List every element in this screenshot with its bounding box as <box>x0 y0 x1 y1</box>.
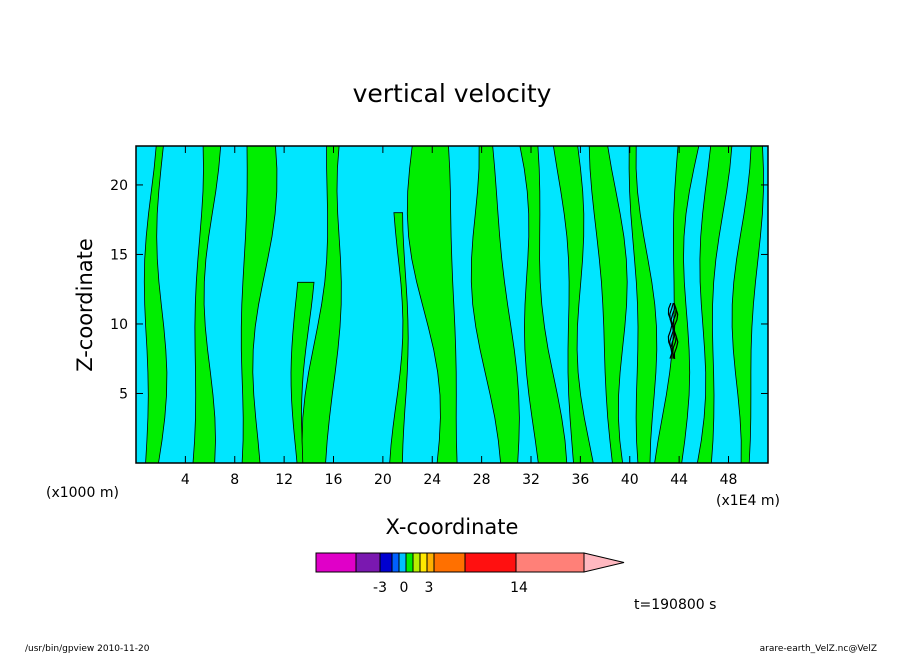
y-tick-label: 20 <box>110 178 128 194</box>
y-axis-ticks: 5 10 15 20 <box>110 178 768 402</box>
plot-frame <box>135 145 769 464</box>
updraft-band <box>240 146 278 463</box>
updraft-band <box>389 212 409 463</box>
x-unit-left: (x1000 m) <box>46 485 119 501</box>
y-axis-label: Z-coordinate <box>73 238 97 372</box>
updraft-band <box>552 146 594 463</box>
colorbar-segment <box>426 552 435 573</box>
x-tick-label: 24 <box>423 472 441 488</box>
x-tick-label: 44 <box>670 472 688 488</box>
strong-updraft-contour <box>673 302 679 359</box>
colorbar-extension-arrow <box>583 552 625 573</box>
x-tick-label: 48 <box>720 472 738 488</box>
x-tick-label: 32 <box>522 472 540 488</box>
updraft-band <box>143 146 168 463</box>
updraft-band <box>290 281 315 463</box>
colorbar-segment <box>412 552 421 573</box>
colorbar-segment <box>398 552 407 573</box>
colorbar-tick-label: -3 <box>373 580 387 596</box>
x-tick-label: 20 <box>374 472 392 488</box>
colorbar-segment <box>315 552 357 573</box>
colorbar-segment <box>379 552 393 573</box>
colorbar-segment <box>515 552 585 573</box>
colorbar-segment <box>433 552 466 573</box>
colorbar-segment <box>405 552 414 573</box>
colorbar-tick-label: 3 <box>425 580 434 596</box>
chart-title: vertical velocity <box>353 79 552 108</box>
colorbar-tick-label: 14 <box>510 580 528 596</box>
x-tick-label: 16 <box>325 472 343 488</box>
x-axis-ticks: 4 8 12 16 20 24 28 32 36 40 44 48 <box>181 146 738 488</box>
colorbar <box>315 552 625 573</box>
updraft-band <box>519 146 568 463</box>
colorbar-tick-label: 0 <box>400 580 409 596</box>
updraft-band <box>192 146 222 463</box>
updraft-band <box>470 146 520 463</box>
colorbar-segment <box>464 552 517 573</box>
colorbar-segment <box>419 552 428 573</box>
footer-left: /usr/bin/gpview 2010-11-20 <box>25 644 150 654</box>
updraft-band <box>588 146 628 463</box>
x-tick-label: 12 <box>275 472 293 488</box>
x-tick-label: 8 <box>230 472 239 488</box>
x-tick-label: 28 <box>473 472 491 488</box>
updraft-band <box>406 146 458 463</box>
colorbar-labels: -3 0 3 14 <box>373 580 528 596</box>
updraft-band <box>731 146 764 463</box>
y-tick-label: 5 <box>119 386 128 402</box>
updraft-band <box>696 146 733 463</box>
x-axis-label: X-coordinate <box>386 515 519 539</box>
y-tick-label: 15 <box>110 247 128 263</box>
x-tick-label: 40 <box>621 472 639 488</box>
footer-right: arare-earth_VelZ.nc@VelZ <box>760 644 877 654</box>
updraft-band <box>628 146 658 463</box>
x-tick-label: 4 <box>181 472 190 488</box>
updraft-band <box>301 146 342 463</box>
colorbar-segment <box>355 552 381 573</box>
x-tick-label: 36 <box>571 472 589 488</box>
time-label: t=190800 s <box>634 597 716 613</box>
y-tick-label: 10 <box>110 317 128 333</box>
x-unit-right: (x1E4 m) <box>716 493 780 509</box>
colorbar-segment <box>391 552 400 573</box>
plot-area <box>135 145 769 464</box>
